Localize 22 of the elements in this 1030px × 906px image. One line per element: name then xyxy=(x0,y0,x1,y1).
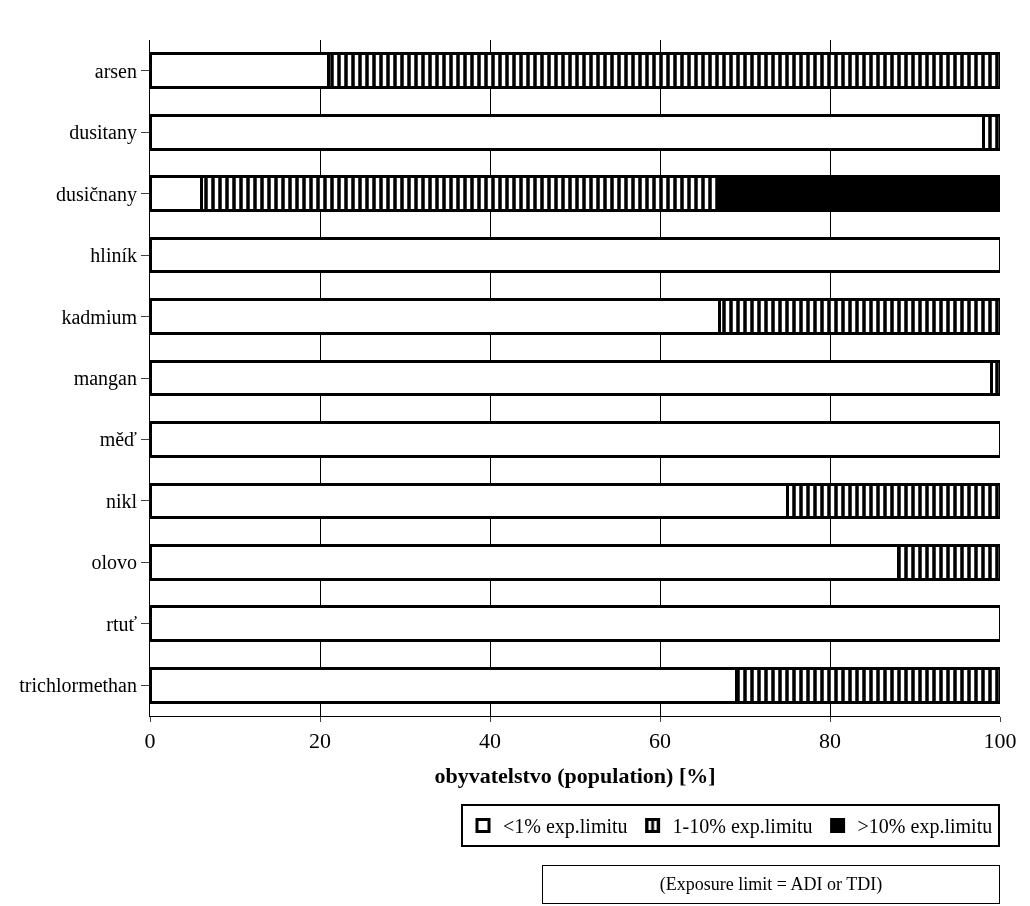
y-tick-label: mangan xyxy=(73,367,137,390)
legend-label: <1% exp.limitu xyxy=(503,815,628,839)
x-tick-label: 100 xyxy=(983,728,1017,754)
y-tick-label: dusitany xyxy=(69,121,137,145)
legend-label: >10% exp.limitu xyxy=(857,815,993,839)
text: (Exposure limit = ADI or TDI) xyxy=(659,874,883,895)
x-tick-label: 40 xyxy=(479,728,501,754)
y-tick-label: nikl xyxy=(105,489,138,512)
x-axis-title: obyvatelstvo (population) [%] xyxy=(434,763,716,789)
y-tick-label: dusičnany xyxy=(55,182,137,206)
y-tick-label: arsen xyxy=(94,59,137,82)
x-tick-label: 80 xyxy=(819,728,841,754)
x-tick-label: 0 xyxy=(144,728,156,754)
y-tick-label: olovo xyxy=(91,551,137,574)
y-tick-label: kadmium xyxy=(61,305,138,328)
y-tick-label: rtuť xyxy=(106,612,138,635)
text: 1-10% exp.limitu xyxy=(672,815,813,839)
y-tick-label: měď xyxy=(99,428,138,451)
x-tick-label: 60 xyxy=(649,728,671,754)
x-tick-label: 20 xyxy=(309,728,331,754)
y-tick-label: hliník xyxy=(90,244,137,267)
y-tick-label: trichlormethan xyxy=(19,674,137,697)
